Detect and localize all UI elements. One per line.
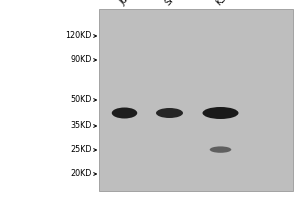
Ellipse shape [210, 146, 231, 153]
Text: Jurkat: Jurkat [118, 0, 142, 7]
Text: 50KD: 50KD [70, 96, 92, 104]
Text: 120KD: 120KD [65, 31, 92, 40]
Ellipse shape [156, 108, 183, 118]
Text: 35KD: 35KD [70, 121, 92, 130]
Bar [99, 9, 292, 191]
Text: SH-SY5Y: SH-SY5Y [163, 0, 194, 7]
Ellipse shape [202, 107, 238, 119]
Ellipse shape [112, 108, 137, 118]
Text: 20KD: 20KD [70, 170, 92, 178]
Text: 25KD: 25KD [70, 146, 92, 154]
Text: K562: K562 [214, 0, 236, 7]
Text: 90KD: 90KD [70, 55, 92, 64]
